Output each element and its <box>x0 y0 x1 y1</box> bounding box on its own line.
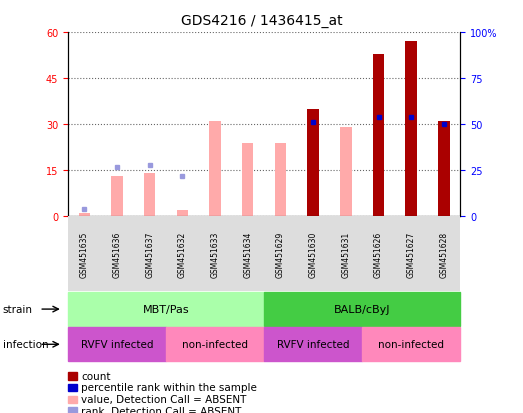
Bar <box>78 214 90 217</box>
Text: GSM451634: GSM451634 <box>243 231 252 277</box>
Text: GSM451628: GSM451628 <box>439 231 448 277</box>
Bar <box>242 143 254 217</box>
Text: GSM451633: GSM451633 <box>211 231 220 277</box>
Text: GSM451630: GSM451630 <box>309 231 317 277</box>
Text: value, Detection Call = ABSENT: value, Detection Call = ABSENT <box>81 394 246 404</box>
Bar <box>111 177 123 217</box>
Text: percentile rank within the sample: percentile rank within the sample <box>81 382 257 392</box>
Text: GSM451635: GSM451635 <box>80 231 89 277</box>
Bar <box>373 55 384 217</box>
Text: GDS4216 / 1436415_at: GDS4216 / 1436415_at <box>180 14 343 28</box>
Text: BALB/cByJ: BALB/cByJ <box>334 304 391 314</box>
Text: GSM451637: GSM451637 <box>145 231 154 277</box>
Bar <box>405 42 417 217</box>
Text: GSM451629: GSM451629 <box>276 231 285 277</box>
Text: GSM451627: GSM451627 <box>407 231 416 277</box>
Text: GSM451636: GSM451636 <box>112 231 121 277</box>
Text: MBT/Pas: MBT/Pas <box>143 304 189 314</box>
Text: rank, Detection Call = ABSENT: rank, Detection Call = ABSENT <box>81 406 242 413</box>
Bar <box>209 122 221 217</box>
Text: GSM451632: GSM451632 <box>178 231 187 277</box>
Text: non-infected: non-infected <box>182 339 248 349</box>
Text: RVFV infected: RVFV infected <box>277 339 349 349</box>
Bar <box>340 128 351 217</box>
Bar <box>144 174 155 217</box>
Bar <box>78 214 90 217</box>
Text: RVFV infected: RVFV infected <box>81 339 153 349</box>
Text: non-infected: non-infected <box>378 339 444 349</box>
Bar <box>308 109 319 217</box>
Text: strain: strain <box>3 304 32 314</box>
Bar <box>275 143 286 217</box>
Text: count: count <box>81 371 110 381</box>
Bar <box>177 211 188 217</box>
Text: infection: infection <box>3 339 48 349</box>
Bar <box>438 122 450 217</box>
Text: GSM451631: GSM451631 <box>342 231 350 277</box>
Text: GSM451626: GSM451626 <box>374 231 383 277</box>
